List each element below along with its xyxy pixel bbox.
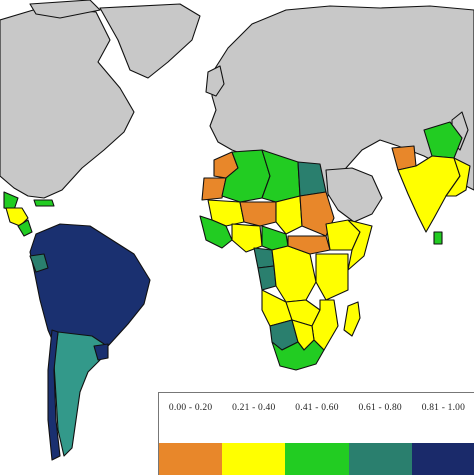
- south-america: [29, 223, 151, 461]
- north-america: [0, 7, 135, 199]
- western-sahara: [201, 177, 227, 201]
- legend-swatch-1: [159, 443, 223, 475]
- legend-swatch-3: [285, 443, 349, 475]
- niger: [239, 201, 277, 227]
- drc: [271, 245, 317, 303]
- nepal-china-west: [423, 121, 463, 159]
- legend-item-2: 0.21 - 0.40: [222, 393, 286, 475]
- south-africa: [271, 339, 325, 371]
- bangladesh-myanmar: [445, 157, 471, 197]
- legend-label-4: 0.61 - 0.80: [358, 403, 402, 413]
- legend: 0.00 - 0.20 0.21 - 0.40 0.41 - 0.60 0.61…: [158, 392, 474, 475]
- legend-swatch-5: [411, 443, 474, 475]
- canada-islands: [29, 0, 101, 19]
- nigeria: [231, 223, 263, 253]
- legend-item-5: 0.81 - 1.00: [411, 393, 474, 475]
- africa: [199, 149, 373, 371]
- nicaragua-costa-rica: [17, 219, 33, 237]
- chile: [47, 329, 61, 461]
- south-asia: [391, 121, 471, 245]
- arabia: [325, 167, 383, 223]
- madagascar: [343, 301, 361, 337]
- sri-lanka: [433, 231, 443, 245]
- kenya-tanzania: [315, 253, 349, 301]
- argentina: [53, 331, 105, 457]
- legend-item-4: 0.61 - 0.80: [348, 393, 412, 475]
- central-america: [3, 191, 55, 237]
- caribbean-islands: [33, 199, 55, 207]
- uk: [205, 65, 225, 97]
- mexico-south: [3, 191, 19, 211]
- legend-label-3: 0.41 - 0.60: [295, 403, 339, 413]
- congo: [257, 265, 277, 291]
- uruguay: [93, 343, 109, 361]
- legend-item-1: 0.00 - 0.20: [159, 393, 223, 475]
- legend-swatch-2: [222, 443, 286, 475]
- cameroon-gabon: [253, 247, 275, 269]
- legend-item-3: 0.41 - 0.60: [285, 393, 349, 475]
- legend-label-5: 0.81 - 1.00: [421, 403, 466, 413]
- legend-label-2: 0.21 - 0.40: [232, 403, 276, 413]
- legend-label-1: 0.00 - 0.20: [168, 403, 213, 413]
- greenland: [99, 3, 201, 79]
- chad: [275, 195, 303, 235]
- legend-swatch-4: [348, 443, 412, 475]
- south-sudan: [287, 235, 331, 255]
- ecuador: [29, 253, 49, 273]
